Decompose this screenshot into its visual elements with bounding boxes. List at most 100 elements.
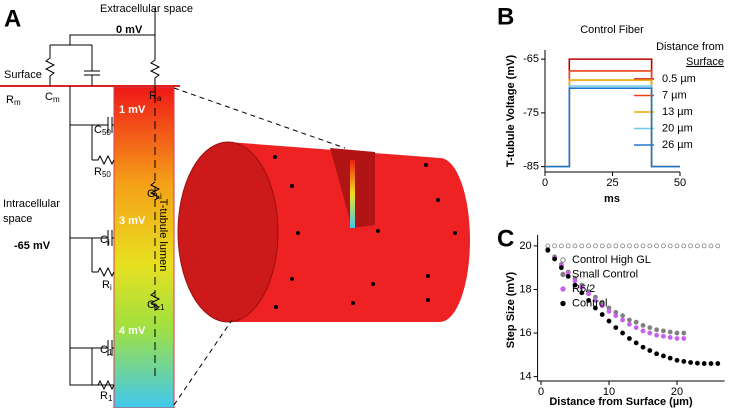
y-axis-label: Step Size (mV): [505, 271, 517, 348]
lumen-strip: [350, 160, 355, 228]
component-sub: i: [108, 238, 110, 247]
point: [586, 291, 591, 297]
point: [695, 243, 700, 249]
component-label: Rm: [6, 94, 21, 107]
component-sub: m: [14, 98, 21, 107]
y-tick-label: -65: [523, 53, 539, 65]
component-main: C: [45, 91, 53, 103]
x-tick-label: 50: [674, 177, 686, 189]
legend-title: Distance from: [656, 41, 724, 53]
lumen-label: T-tubule lumen: [157, 199, 169, 272]
point: [633, 340, 639, 346]
point: [640, 328, 646, 334]
point: [681, 243, 687, 249]
point: [640, 344, 646, 350]
point: [593, 297, 598, 303]
component-label: C1: [100, 344, 113, 357]
point: [565, 243, 571, 249]
legend-label: Small Control: [572, 268, 638, 280]
component-sub: m: [53, 95, 60, 104]
point: [640, 323, 646, 328]
series-line: [545, 58, 680, 168]
point: [633, 243, 639, 249]
point: [701, 361, 707, 366]
extracellular-label: Extracellular space: [100, 3, 193, 15]
point: [715, 243, 721, 249]
y-tick-label: -85: [523, 161, 539, 173]
component-main: R: [6, 94, 14, 106]
resistor: [149, 181, 161, 201]
point: [708, 243, 714, 249]
lumen-voltage: 3 mV: [119, 215, 146, 227]
point: [586, 297, 591, 303]
component-label: R50: [94, 166, 111, 179]
point: [681, 358, 687, 364]
point: [613, 243, 619, 249]
y-tick-label: -75: [523, 107, 539, 119]
point: [579, 284, 585, 290]
intracellular-label: space: [3, 213, 32, 225]
point: [701, 243, 707, 249]
point: [559, 265, 564, 271]
legend-label: R6/2: [572, 283, 595, 295]
point: [599, 243, 605, 249]
voltage-label: -65 mV: [14, 240, 51, 252]
component-sub: a: [157, 94, 162, 103]
t-tubule-lumen: [113, 86, 175, 408]
y-tick-label: 16: [519, 327, 531, 339]
x-tick-label: 20: [671, 386, 683, 398]
component-sub: 50: [102, 170, 111, 179]
point: [654, 243, 659, 249]
point: [667, 335, 673, 340]
legend-label: 20 µm: [662, 122, 693, 134]
point: [579, 243, 585, 249]
point: [654, 327, 659, 333]
legend-label: Control High GL: [572, 254, 651, 266]
legend-label: 26 µm: [662, 139, 693, 151]
y-tick-label: 18: [519, 283, 531, 295]
component-main: R: [94, 166, 102, 178]
point: [654, 332, 659, 338]
resistor: [149, 291, 161, 311]
point: [661, 333, 666, 339]
component-main: C: [94, 124, 102, 136]
point: [715, 361, 721, 366]
component-sub: 1: [108, 348, 113, 357]
component-sub: i: [110, 283, 112, 292]
point: [599, 303, 605, 309]
zoom-line: [173, 87, 346, 149]
cylinder-body: [228, 142, 470, 322]
point: [593, 243, 598, 249]
point: [613, 325, 619, 331]
component-label: GLi: [147, 188, 162, 201]
point: [674, 357, 680, 363]
component-label: GL1: [147, 299, 165, 312]
intracellular-label: Intracellular: [3, 198, 60, 210]
legend-swatch: [560, 271, 566, 278]
point: [627, 336, 632, 341]
component-label: C50: [94, 124, 111, 137]
point: [593, 305, 598, 311]
resistor: [92, 154, 115, 166]
point: [620, 317, 625, 323]
component-main: R: [102, 279, 110, 291]
series-line: [545, 87, 680, 168]
point: [667, 243, 673, 249]
wire: [70, 237, 93, 272]
point: [613, 313, 619, 319]
point: [606, 318, 612, 324]
point: [647, 243, 653, 249]
component-sub: 1: [108, 394, 113, 403]
wire: [70, 347, 93, 385]
x-axis-label: ms: [604, 193, 620, 205]
legend-title: Surface: [686, 56, 724, 68]
circuit-wires: [44, 8, 161, 386]
legend-swatch: [560, 286, 566, 292]
point: [545, 247, 551, 253]
point: [674, 330, 680, 336]
point: [606, 308, 612, 314]
x-tick-label: 0: [542, 177, 548, 189]
point: [647, 325, 653, 331]
y-axis-label: T-tubule Voltage (mV): [505, 55, 517, 168]
legend-label: 13 µm: [662, 106, 693, 118]
